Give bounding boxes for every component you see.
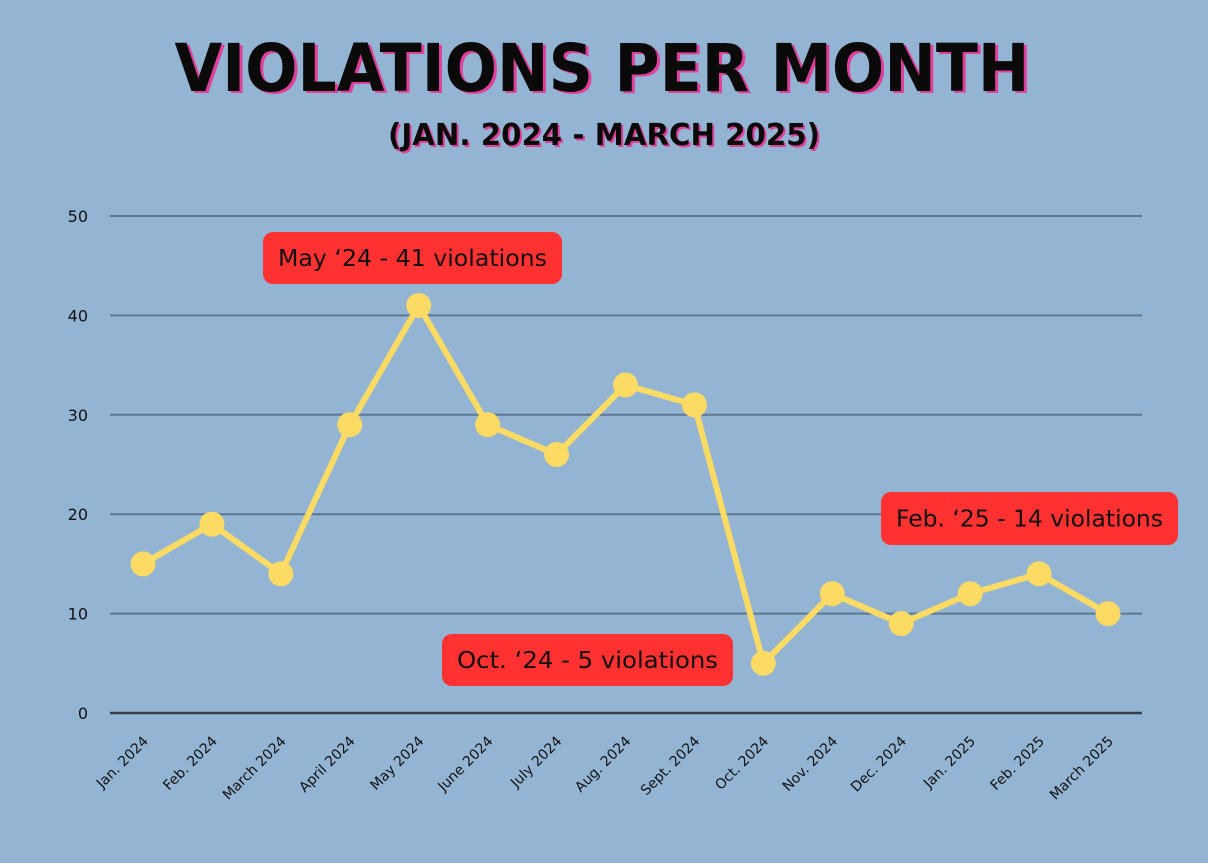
data-point [681,392,707,418]
chart-title-shadow: VIOLATIONS PER MONTH [178,32,1033,109]
data-point [613,372,638,398]
x-tick-label: Jan. 2024 [93,733,152,792]
x-tick-label: Jan. 2025 [920,734,979,793]
y-tick-label: 40 [68,306,88,325]
chart-title: VIOLATIONS PER MONTH [175,30,1030,107]
data-point [406,292,432,318]
chart-subtitle-shadow: (JAN. 2024 - MARCH 2025) [390,120,822,155]
data-point [819,581,845,607]
x-tick-label: Feb. 2024 [160,733,220,793]
data-point [544,442,570,468]
data-point [957,581,983,607]
data-point [475,412,501,438]
x-axis-ticks: Jan. 2024 Feb. 2024 March 2024 April 2024 Ma… [93,733,1117,803]
x-tick-label: Nov. 2024 [780,733,841,794]
y-tick-label: 0 [78,704,88,723]
x-tick-label: Dec. 2024 [848,733,910,795]
data-points [130,292,1121,676]
x-tick-label: Aug. 2024 [572,733,634,795]
x-tick-label: July 2024 [507,733,565,791]
series-line-path [140,302,1111,667]
y-tick-label: 10 [68,605,88,624]
annotation-box [881,492,1178,545]
data-point [199,511,225,537]
x-tick-label: April 2024 [296,733,358,795]
data-point [268,561,294,587]
x-tick-label: June 2024 [435,733,497,795]
x-tick-label: March 2025 [1047,734,1117,804]
data-point [337,412,363,438]
data-point [130,551,156,577]
annotation-box [442,634,733,686]
x-tick-label: Feb. 2025 [988,734,1048,794]
x-tick-label: March 2024 [220,733,290,803]
data-point [1095,601,1121,627]
annotation-callout: Feb. ‘25 - 14 violations [881,492,1178,545]
y-axis-ticks: 0 10 20 30 40 50 [68,207,88,723]
y-tick-label: 30 [68,406,88,425]
x-tick-label: May 2024 [367,733,427,793]
annotation-label: Feb. ‘25 - 14 violations [896,507,1163,533]
annotations: May ‘24 - 41 violations Oct. ‘24 - 5 viol… [263,232,1178,686]
annotation-callout: May ‘24 - 41 violations [263,232,562,284]
data-point [1026,561,1052,587]
annotation-label: Oct. ‘24 - 5 violations [457,648,718,674]
data-point [888,611,914,637]
x-tick-label: Sept. 2024 [638,733,703,798]
annotation-callout: Oct. ‘24 - 5 violations [442,634,733,686]
series-line [140,302,1111,667]
y-tick-label: 50 [68,207,88,226]
data-point [750,650,776,676]
annotation-label: May ‘24 - 41 violations [278,246,547,272]
annotation-box [263,232,562,284]
x-tick-label: Oct. 2024 [712,733,772,793]
y-tick-label: 20 [68,505,88,524]
chart-subtitle: (JAN. 2024 - MARCH 2025) [388,118,820,153]
